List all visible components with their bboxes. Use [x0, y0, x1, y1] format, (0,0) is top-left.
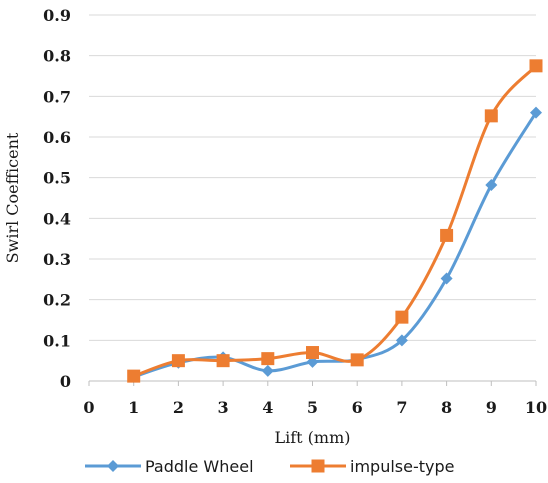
x-tick-label-1: 1 — [128, 398, 139, 417]
x-tick-label-9: 9 — [486, 398, 497, 417]
y-tick-label-7: 0.7 — [43, 87, 71, 106]
legend-item-paddle-wheel: Paddle Wheel — [85, 457, 254, 476]
data-point-paddle-wheel-7 — [440, 272, 453, 285]
data-point-paddle-wheel-6 — [395, 334, 408, 347]
legend-marker-paddle-wheel — [107, 460, 119, 472]
x-tick-label-7: 7 — [396, 398, 407, 417]
x-tick-label-6: 6 — [352, 398, 363, 417]
data-point-impulse-type-4 — [306, 346, 319, 360]
y-tick-label-0: 0 — [60, 372, 71, 391]
x-tick-label-10: 10 — [525, 398, 547, 417]
data-point-impulse-type-5 — [350, 353, 364, 367]
x-tick-labels: 0 1 2 3 4 5 6 7 8 9 10 — [83, 398, 547, 417]
data-point-impulse-type-9 — [529, 59, 543, 73]
data-point-impulse-type-3 — [261, 352, 275, 366]
data-point-impulse-type-2 — [216, 354, 230, 368]
y-tick-label-1: 0.1 — [43, 331, 71, 350]
y-tick-labels: 0 0.1 0.2 0.3 0.4 0.5 0.6 0.7 0.8 0.9 — [43, 6, 71, 391]
data-point-impulse-type-8 — [484, 109, 498, 123]
data-point-impulse-type-1 — [171, 354, 185, 368]
x-tick-label-0: 0 — [83, 398, 94, 417]
y-tick-label-6: 0.6 — [43, 128, 71, 147]
x-tick-label-8: 8 — [441, 398, 452, 417]
x-tick-label-2: 2 — [173, 398, 184, 417]
data-point-impulse-type-6 — [395, 310, 409, 324]
legend-marker-impulse-type — [311, 459, 325, 473]
y-tick-label-5: 0.5 — [43, 169, 71, 188]
data-point-paddle-wheel-3 — [261, 364, 274, 377]
y-tick-label-4: 0.4 — [43, 209, 71, 228]
data-point-paddle-wheel-9 — [530, 106, 542, 119]
data-point-impulse-type-0 — [127, 369, 141, 383]
y-tick-label-8: 0.8 — [43, 47, 71, 66]
y-axis-title: Swirl Coefficent — [3, 132, 22, 263]
gridlines — [89, 14, 536, 382]
y-tick-label-3: 0.3 — [43, 250, 71, 269]
series — [127, 59, 543, 383]
legend: Paddle Wheel impulse-type — [85, 457, 454, 476]
data-point-impulse-type-7 — [440, 228, 454, 242]
x-tick-label-4: 4 — [262, 398, 273, 417]
x-axis-title: Lift (mm) — [274, 428, 350, 447]
y-tick-label-9: 0.9 — [43, 6, 71, 25]
x-tick-label-5: 5 — [307, 398, 318, 417]
y-tick-label-2: 0.2 — [43, 291, 71, 310]
legend-item-impulse-type: impulse-type — [290, 457, 454, 476]
legend-label-paddle-wheel: Paddle Wheel — [145, 457, 254, 476]
legend-label-impulse-type: impulse-type — [350, 457, 454, 476]
x-tick-label-3: 3 — [218, 398, 229, 417]
axes — [88, 381, 537, 386]
data-point-paddle-wheel-8 — [485, 178, 498, 191]
